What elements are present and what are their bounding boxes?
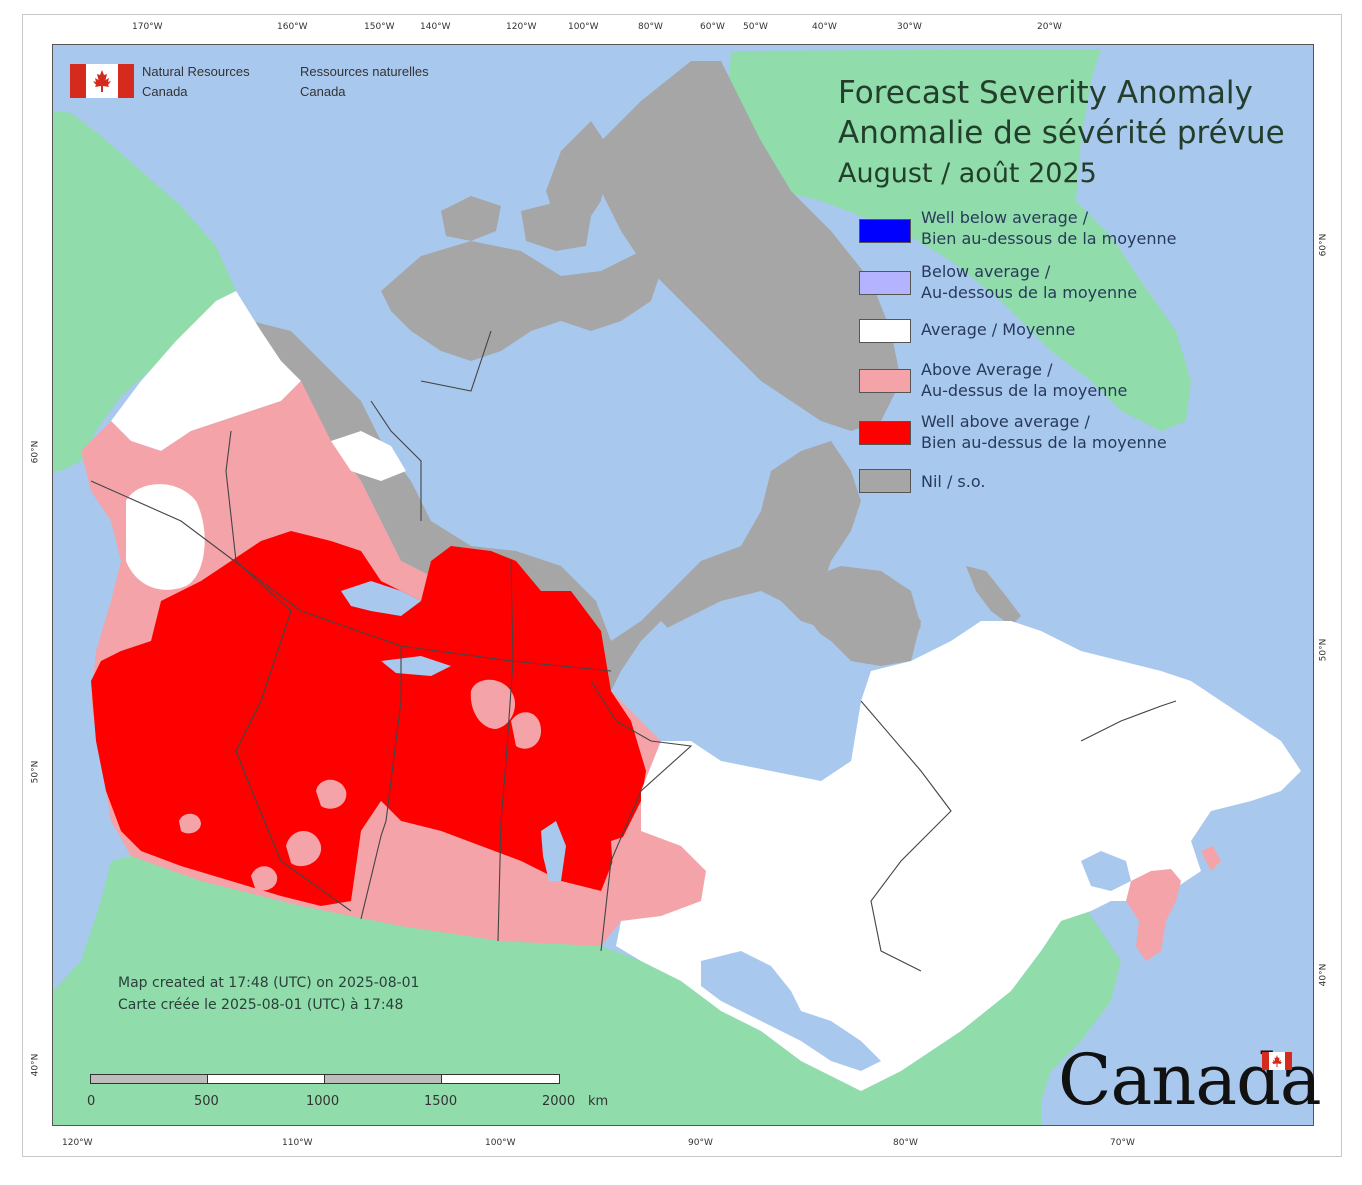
hudson-bay — [611, 591, 861, 781]
great-lakes — [701, 951, 881, 1071]
greenland-land — [726, 49, 1191, 431]
tick-top-10: 40°W — [812, 22, 837, 32]
tick-left-1: 60°N — [30, 440, 41, 464]
nrcan-fr-line1: Ressources naturelles — [300, 64, 429, 79]
province-borders — [90, 330, 1177, 972]
tick-bottom-2: 110°W — [282, 1138, 313, 1148]
map-created-note: Map created at 17:48 (UTC) on 2025-08-01… — [118, 972, 419, 1016]
usa-land — [53, 856, 1121, 1125]
tick-top-9: 50°W — [743, 22, 768, 32]
lake-winnipeg — [541, 821, 566, 881]
tick-top-2: 160°W — [277, 22, 308, 32]
legend-item-nil: Nil / s.o. — [859, 467, 1279, 513]
average-yukon — [111, 291, 301, 451]
average-bc-ellipse — [126, 484, 205, 590]
great-slave-lake — [341, 581, 421, 616]
above-island-2 — [511, 712, 541, 749]
well-above-prairies — [91, 531, 646, 906]
tick-left-3: 40°N — [30, 1053, 41, 1077]
legend-swatch-average — [859, 319, 911, 343]
nrcan-fr-line2: Canada — [300, 84, 346, 99]
tick-bottom-6: 70°W — [1110, 1138, 1135, 1148]
scale-seg-4 — [441, 1074, 560, 1084]
tick-top-8: 60°W — [700, 22, 725, 32]
average-great-bear — [331, 431, 406, 481]
tick-top-3: 150°W — [364, 22, 395, 32]
tick-top-11: 30°W — [897, 22, 922, 32]
created-en: Map created at 17:48 (UTC) on 2025-08-01 — [118, 975, 420, 991]
map-title-en: Forecast Severity Anomaly — [838, 75, 1253, 111]
scale-label-1500: 1500 — [424, 1094, 458, 1109]
tick-bottom-1: 120°W — [62, 1138, 93, 1148]
map-canvas — [52, 44, 1314, 1126]
canada-flag-icon — [70, 64, 134, 98]
scale-seg-3 — [324, 1074, 442, 1084]
map-title-block: Forecast Severity Anomaly Anomalie de sé… — [838, 73, 1285, 193]
legend-item-above: Above Average / Au-dessus de la moyenne — [859, 359, 1279, 405]
nil-islands-west — [441, 196, 501, 241]
scale-label-2000: 2000 — [542, 1094, 576, 1109]
tick-top-4: 140°W — [420, 22, 451, 32]
scale-bar — [90, 1074, 560, 1088]
tick-top-5: 120°W — [506, 22, 537, 32]
severity-map — [53, 45, 1313, 1125]
nrcan-en-line2: Canada — [142, 84, 188, 99]
scale-seg-1 — [90, 1074, 208, 1084]
scale-unit: km — [588, 1094, 609, 1109]
scale-label-0: 0 — [87, 1094, 96, 1109]
legend-item-average: Average / Moyenne — [859, 315, 1279, 361]
gulf-st-lawrence — [1081, 851, 1131, 891]
legend-swatch-below — [859, 271, 911, 295]
tick-top-6: 100°W — [568, 22, 599, 32]
legend-item-below: Below average / Au-dessous de la moyenne — [859, 259, 1279, 305]
nil-arctic-islands — [381, 241, 661, 361]
map-period: August / août 2025 — [838, 158, 1097, 189]
scale-seg-2 — [207, 1074, 325, 1084]
legend-swatch-nil — [859, 469, 911, 493]
scale-label-1000: 1000 — [306, 1094, 340, 1109]
alaska-land — [53, 111, 236, 471]
tick-right-1: 60°N — [1318, 233, 1329, 257]
above-island-5 — [251, 866, 278, 891]
legend-swatch-above — [859, 369, 911, 393]
nil-islands-mid — [521, 201, 591, 251]
canada-wordmark: Canada — [1058, 1040, 1322, 1120]
tick-top-7: 80°W — [638, 22, 663, 32]
map-title-fr: Anomalie de sévérité prévue — [838, 115, 1285, 151]
legend-item-well-below: Well below average / Bien au-dessous de … — [859, 205, 1279, 251]
above-south-sask — [356, 801, 601, 946]
tick-top-12: 20°W — [1037, 22, 1062, 32]
legend-label-well-above: Well above average / Bien au-dessus de l… — [921, 412, 1167, 452]
above-island-1 — [470, 679, 516, 729]
wordmark-flag-icon — [1262, 1052, 1292, 1070]
nrcan-en-line1: Natural Resources — [142, 64, 250, 79]
above-north-ontario — [611, 831, 706, 921]
nil-baffin — [601, 61, 901, 431]
tick-left-2: 50°N — [30, 760, 41, 784]
tick-top-1: 170°W — [132, 22, 163, 32]
tick-right-3: 40°N — [1318, 963, 1329, 987]
scale-label-500: 500 — [194, 1094, 219, 1109]
tick-bottom-4: 90°W — [688, 1138, 713, 1148]
above-maritimes — [1126, 869, 1181, 961]
nil-ungava — [966, 566, 1021, 626]
tick-right-2: 50°N — [1318, 638, 1329, 662]
created-fr: Carte créée le 2025-08-01 (UTC) à 17:48 — [118, 997, 404, 1013]
above-island-6 — [179, 813, 201, 834]
legend-swatch-well-above — [859, 421, 911, 445]
above-island-4 — [286, 831, 322, 867]
legend-label-nil: Nil / s.o. — [921, 472, 986, 491]
above-cape-breton — [1201, 846, 1221, 871]
legend-item-well-above: Well above average / Bien au-dessus de l… — [859, 411, 1279, 457]
tick-bottom-3: 100°W — [485, 1138, 516, 1148]
legend-label-well-below: Well below average / Bien au-dessous de … — [921, 208, 1177, 248]
lake-athabasca — [381, 656, 451, 676]
legend-label-above: Above Average / Au-dessus de la moyenne — [921, 360, 1128, 400]
above-island-3 — [316, 779, 347, 809]
average-east — [616, 621, 1301, 1091]
legend-swatch-well-below — [859, 219, 911, 243]
tick-bottom-5: 80°W — [893, 1138, 918, 1148]
legend-label-average: Average / Moyenne — [921, 320, 1076, 339]
legend-label-below: Below average / Au-dessous de la moyenne — [921, 262, 1138, 302]
